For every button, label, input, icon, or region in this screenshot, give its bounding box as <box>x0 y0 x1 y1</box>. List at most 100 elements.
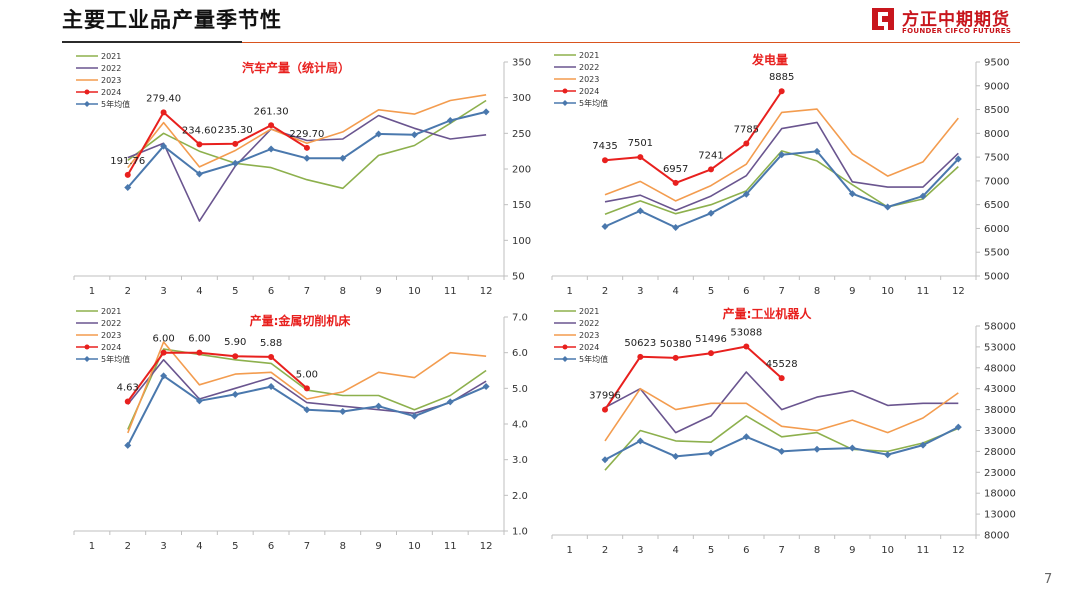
x-tick-label: 9 <box>849 286 855 297</box>
chart-title: 产量:工业机器人 <box>723 306 813 321</box>
point-avg <box>848 190 856 198</box>
legend-label: 2023 <box>579 75 599 84</box>
x-tick-label: 11 <box>917 545 930 556</box>
x-tick-label: 10 <box>408 286 421 297</box>
data-label: 4.63 <box>117 383 139 394</box>
point-avg <box>124 441 132 449</box>
x-tick-label: 8 <box>340 286 346 297</box>
series-line-2023 <box>604 387 959 442</box>
point-2024 <box>268 353 275 360</box>
y-tick-label: 7.0 <box>512 313 528 324</box>
data-label: 50623 <box>624 338 656 349</box>
y-tick-label: 250 <box>512 129 531 140</box>
point-2024 <box>124 398 131 405</box>
y-tick-label: 23000 <box>984 468 1016 479</box>
y-tick-label: 6.0 <box>512 348 528 359</box>
series-line-2024 <box>126 351 308 403</box>
x-tick-label: 11 <box>444 541 457 552</box>
point-avg <box>778 151 786 159</box>
data-label: 235.30 <box>218 125 253 136</box>
y-tick-label: 1.0 <box>512 527 528 538</box>
x-tick-label: 10 <box>881 545 894 556</box>
x-tick-label: 12 <box>952 286 965 297</box>
data-label: 7435 <box>592 141 617 152</box>
legend-label: 5年均值 <box>579 354 608 364</box>
y-tick-label: 9000 <box>984 81 1009 92</box>
y-tick-label: 58000 <box>984 322 1016 333</box>
point-avg <box>778 447 786 455</box>
point-avg <box>919 192 927 200</box>
x-tick-label: 5 <box>232 286 238 297</box>
legend-marker <box>562 100 568 106</box>
x-tick-label: 1 <box>566 286 572 297</box>
point-2024 <box>778 375 785 382</box>
legend-label: 2024 <box>579 87 599 96</box>
legend-label: 2021 <box>579 51 599 60</box>
legend-marker <box>84 344 90 350</box>
legend-label: 2021 <box>101 52 121 61</box>
x-tick-label: 5 <box>708 286 714 297</box>
x-tick-label: 2 <box>602 286 608 297</box>
series-line-2021 <box>127 99 487 190</box>
point-avg <box>446 398 454 406</box>
legend-marker <box>84 89 90 95</box>
point-avg <box>601 223 609 231</box>
legend-marker <box>84 101 90 107</box>
data-label: 6.00 <box>188 334 210 345</box>
x-tick-label: 12 <box>480 286 493 297</box>
legend-label: 2022 <box>579 319 599 328</box>
point-avg <box>410 131 418 139</box>
y-tick-label: 3.0 <box>512 455 528 466</box>
point-avg <box>303 154 311 162</box>
x-tick-label: 3 <box>160 286 166 297</box>
x-tick-label: 1 <box>89 286 95 297</box>
logo-name-en: FOUNDER CIFCO FUTURES <box>902 27 1012 35</box>
point-avg <box>160 142 168 150</box>
point-2024 <box>268 122 275 129</box>
x-tick-label: 6 <box>268 541 274 552</box>
x-tick-label: 11 <box>917 286 930 297</box>
y-tick-label: 100 <box>512 236 531 247</box>
point-2024 <box>196 349 203 356</box>
point-2024 <box>778 88 785 95</box>
point-avg <box>446 116 454 124</box>
x-tick-label: 4 <box>672 545 678 556</box>
x-tick-label: 2 <box>125 541 131 552</box>
title-divider <box>242 42 1020 43</box>
x-tick-label: 7 <box>778 286 784 297</box>
legend-label: 2024 <box>101 88 121 97</box>
y-tick-label: 53000 <box>984 342 1016 353</box>
x-tick-label: 5 <box>232 541 238 552</box>
x-tick-label: 4 <box>196 541 202 552</box>
data-label: 6.00 <box>152 334 174 345</box>
point-2024 <box>232 353 239 360</box>
x-tick-label: 9 <box>849 545 855 556</box>
y-tick-label: 5500 <box>984 248 1009 259</box>
point-2024 <box>743 343 750 350</box>
logo-mark-icon <box>872 8 894 30</box>
point-avg <box>813 147 821 155</box>
point-2024 <box>708 166 714 173</box>
point-2024 <box>672 179 679 186</box>
point-avg <box>195 170 203 178</box>
point-2024 <box>672 354 679 361</box>
x-tick-label: 3 <box>637 545 643 556</box>
series-line-2023 <box>127 94 487 169</box>
x-tick-label: 4 <box>196 286 202 297</box>
y-tick-label: 43000 <box>984 384 1016 395</box>
x-tick-label: 6 <box>268 286 274 297</box>
y-tick-label: 7500 <box>984 153 1009 164</box>
x-tick-label: 12 <box>480 541 493 552</box>
legend-label: 2022 <box>101 319 121 328</box>
legend-marker <box>562 356 568 362</box>
y-tick-label: 300 <box>512 93 531 104</box>
point-avg <box>375 402 383 410</box>
point-2024 <box>602 406 608 413</box>
point-avg <box>482 108 490 116</box>
y-tick-label: 18000 <box>984 489 1016 500</box>
series-line-2024 <box>126 111 308 176</box>
x-tick-label: 2 <box>125 286 131 297</box>
